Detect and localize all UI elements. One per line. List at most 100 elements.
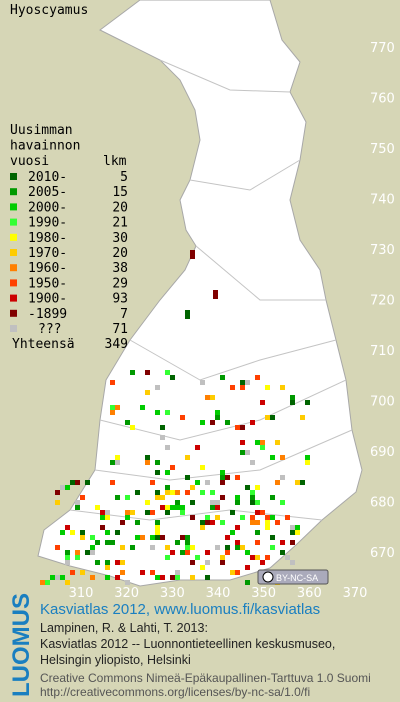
occurrence [210,520,215,525]
occurrence [50,575,55,580]
occurrence [280,385,285,390]
occurrence [265,520,270,525]
occurrence [290,530,295,535]
occurrence [180,505,185,510]
occurrence [135,520,140,525]
occurrence [120,560,125,565]
occurrence [155,525,160,530]
occurrence [170,505,175,510]
y-tick-label: 730 [370,243,395,258]
occurrence [75,505,80,510]
occurrence [145,455,150,460]
citation: Helsingin yliopisto, Helsinki [40,653,191,667]
occurrence [115,455,120,460]
occurrence [260,445,265,450]
occurrence [175,490,180,495]
y-tick-label: 760 [370,92,395,107]
occurrence [210,500,215,505]
badge-box [257,569,329,585]
legend-count-header: lkm [103,154,127,169]
occurrence [175,505,180,510]
occurrence [180,535,185,540]
occurrence [295,480,300,485]
legend-count: 21 [112,216,128,231]
occurrence [200,565,205,570]
occurrence [175,570,180,575]
occurrence [130,370,135,375]
occurrence [235,525,240,530]
border [129,339,337,381]
occurrence [260,560,265,565]
occurrence [220,520,225,525]
occurrence [300,415,305,420]
occurrence [230,510,235,515]
occurrence [160,535,165,540]
occurrence [230,385,235,390]
occurrence [240,450,245,455]
occurrence [115,405,120,410]
legend-label: 1900- [28,292,67,307]
occurrence [125,515,130,520]
occurrence [305,400,310,405]
occurrence [160,575,165,580]
y-tick-label: 670 [370,546,395,561]
occurrence [205,520,210,525]
occurrence [120,545,125,550]
occurrence [205,550,210,555]
occurrence [85,550,90,555]
occurrence [235,570,240,575]
occurrence [175,500,180,505]
occurrence [160,425,165,430]
occurrence [265,555,270,560]
legend-swatch [10,309,17,317]
legend-count: 93 [112,292,128,307]
occurrence [155,530,160,535]
occurrence [145,510,150,515]
legend-total: 349 [105,337,128,352]
occurrence [245,485,250,490]
occurrence [300,480,305,485]
occurrence [75,500,80,505]
occurrence [275,480,280,485]
legend-count: 15 [112,185,128,200]
occurrence [205,575,210,580]
logo: LUOMUS [8,593,35,697]
occurrence [165,485,170,490]
occurrence [155,520,160,525]
occurrence [255,555,260,560]
occurrence [270,545,275,550]
occurrence [290,540,295,545]
occurrence [220,475,225,480]
occurrence [200,525,205,530]
occurrence [150,510,155,515]
occurrence [190,560,195,565]
occurrence [195,445,200,450]
occurrence [90,535,95,540]
legend-count: 29 [112,276,128,291]
badge-icon [262,571,274,583]
occurrence [110,540,115,545]
occurrence [60,485,65,490]
occurrence [125,580,130,585]
occurrence [145,500,150,505]
occurrence [185,535,190,540]
occurrence [280,500,285,505]
occurrence [105,565,110,570]
legend-swatch [10,294,17,302]
legend-swatch [10,264,17,272]
occurrence [235,540,240,545]
occurrence [280,455,285,460]
occurrence [75,555,80,560]
occurrence [250,555,255,560]
occurrence [213,290,218,299]
border [195,245,326,301]
x-tick-label: 340 [206,586,231,601]
occurrence [255,375,260,380]
occurrence [55,500,60,505]
occurrence [155,470,160,475]
occurrence [190,545,195,550]
occurrence [235,495,240,500]
occurrence [250,490,255,495]
occurrence [60,575,65,580]
occurrence [65,555,70,560]
